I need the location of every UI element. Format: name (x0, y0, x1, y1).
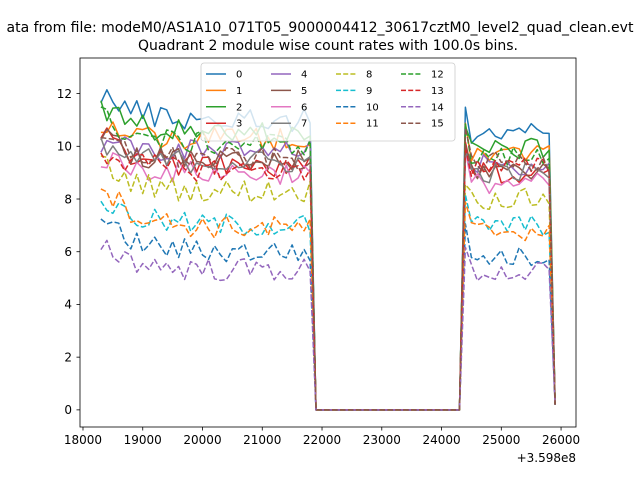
series-line-10 (100, 218, 556, 411)
legend-label-6: 6 (301, 102, 307, 113)
legend-label-2: 2 (236, 102, 242, 113)
series-line-3 (100, 127, 556, 411)
series-line-11 (100, 188, 556, 411)
y-tick-label-2: 2 (64, 350, 72, 364)
x-tick-label-21000: 21000 (243, 433, 281, 447)
legend-label-11: 11 (366, 119, 379, 130)
legend-box (200, 62, 456, 142)
legend-label-4: 4 (301, 70, 307, 81)
legend-label-3: 3 (236, 119, 242, 130)
x-tick-label-24000: 24000 (422, 433, 460, 447)
legend-label-5: 5 (301, 86, 307, 97)
series-line-13 (100, 146, 556, 411)
legend-label-10: 10 (366, 102, 379, 113)
x-tick-label-26000: 26000 (542, 433, 580, 447)
legend-label-12: 12 (431, 70, 444, 81)
plot-area: 18000 19000 20000 21000 22000 23000 24000 25000… (57, 57, 580, 465)
figure-suptitle: ata from file: modeM0/AS1A10_071T05_9000… (7, 20, 634, 36)
legend-label-1: 1 (236, 86, 242, 97)
series-line-2 (100, 100, 556, 411)
x-tick-label-22000: 22000 (303, 433, 341, 447)
legend-label-13: 13 (431, 86, 444, 97)
chart-title: Quadrant 2 module wise count rates with … (138, 38, 518, 54)
y-tick-label-8: 8 (64, 192, 72, 206)
legend-label-0: 0 (236, 70, 242, 81)
series-line-6 (100, 150, 556, 411)
y-axis: 0 2 4 6 8 10 12 (57, 87, 80, 417)
legend-label-8: 8 (366, 70, 372, 81)
x-tick-label-18000: 18000 (64, 433, 102, 447)
legend-label-15: 15 (431, 119, 444, 130)
x-axis: 18000 19000 20000 21000 22000 23000 24000 25000… (64, 427, 580, 465)
x-tick-label-20000: 20000 (183, 433, 221, 447)
y-tick-label-4: 4 (64, 298, 72, 312)
series-line-7 (100, 137, 556, 411)
series-lines (100, 89, 556, 411)
x-tick-label-25000: 25000 (482, 433, 520, 447)
series-line-9 (100, 194, 556, 411)
series-line-14 (100, 239, 556, 411)
y-tick-label-10: 10 (57, 140, 72, 154)
legend-label-14: 14 (431, 102, 444, 113)
y-tick-label-6: 6 (64, 245, 72, 259)
legend-label-9: 9 (366, 86, 372, 97)
series-line-4 (100, 136, 556, 411)
x-offset-label: +3.598e8 (517, 451, 576, 465)
y-tick-label-0: 0 (64, 403, 72, 417)
axes-frame (79, 57, 577, 428)
x-tick-label-23000: 23000 (363, 433, 401, 447)
legend-label-7: 7 (301, 119, 307, 130)
x-tick-label-19000: 19000 (124, 433, 162, 447)
series-line-15 (100, 127, 556, 411)
series-line-8 (100, 155, 556, 411)
y-tick-label-12: 12 (57, 87, 72, 101)
